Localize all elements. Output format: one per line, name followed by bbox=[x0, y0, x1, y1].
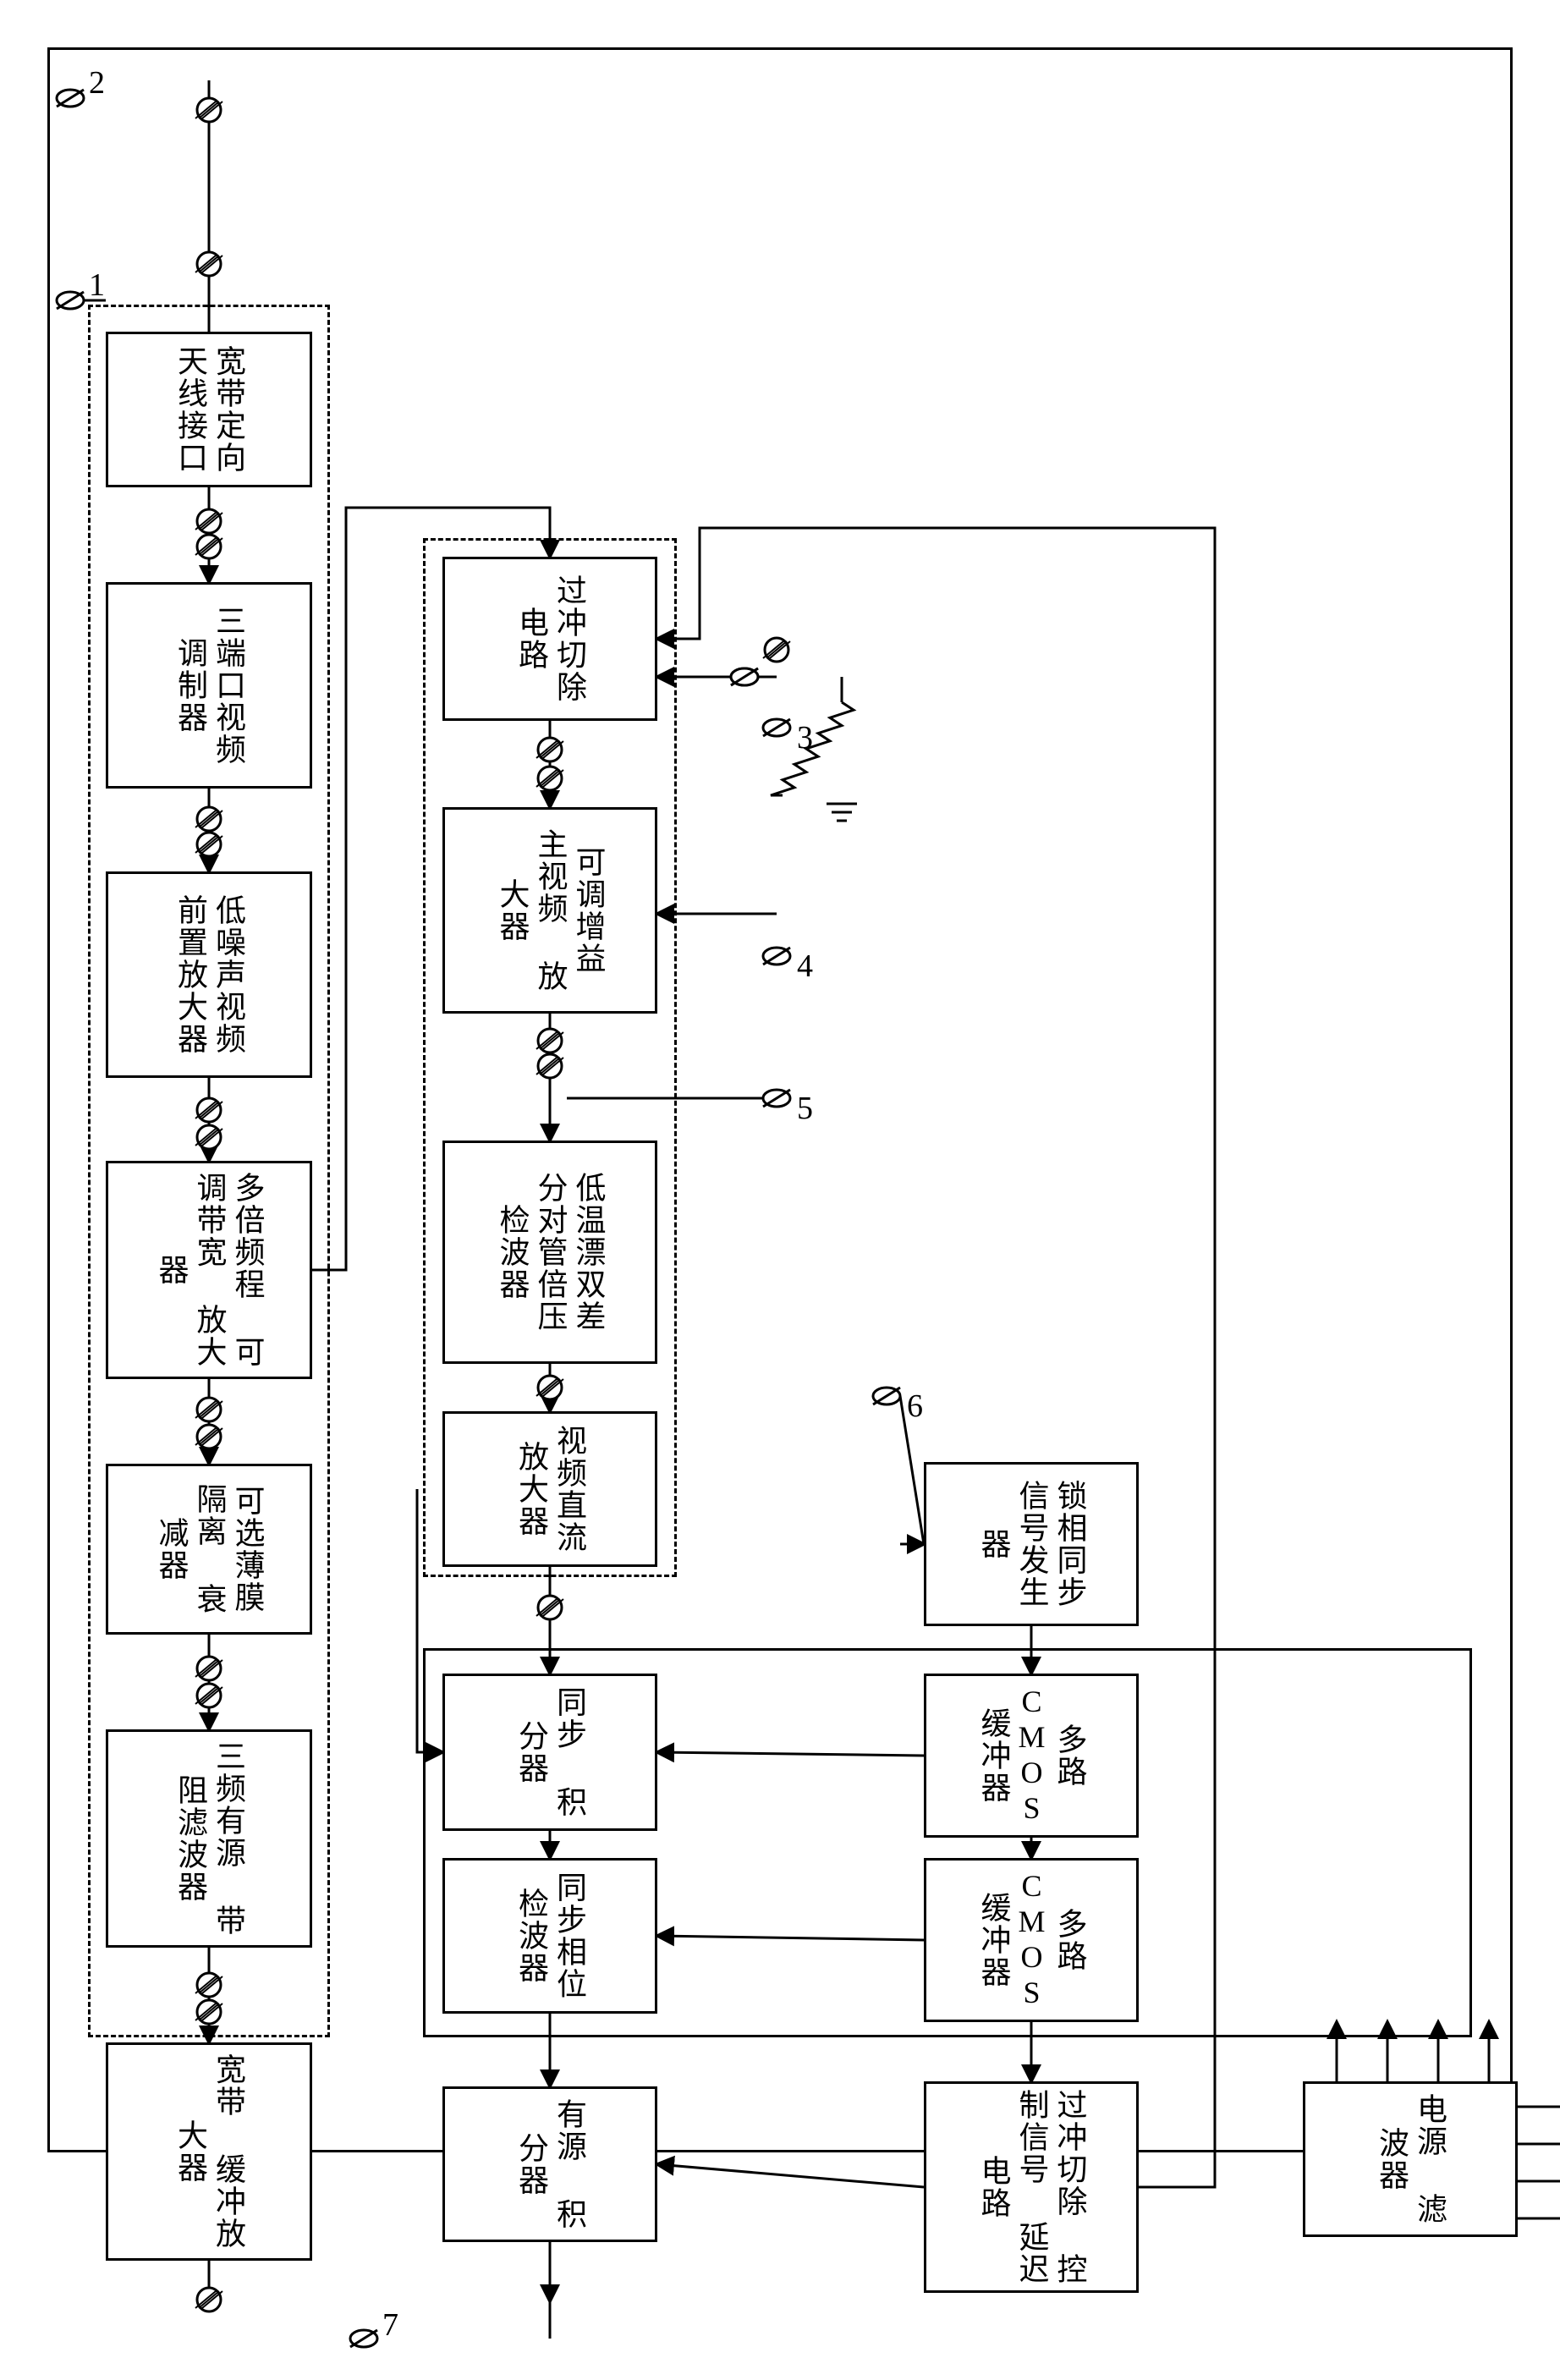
block-buffer: 宽带 缓冲放大器 bbox=[106, 2042, 312, 2261]
block-label: 三频有源 带阻滤波器 bbox=[171, 1737, 247, 1940]
block-syncint: 同步 积分器 bbox=[442, 1674, 657, 1831]
block-label: 同步 积分器 bbox=[512, 1681, 588, 1823]
block-cmos1: 多路CMOS 缓冲器 bbox=[924, 1674, 1139, 1838]
block-label: 锁相同步 信号发生器 bbox=[975, 1470, 1089, 1619]
block-label: 有源 积分器 bbox=[512, 2094, 588, 2234]
block-pllgen: 锁相同步 信号发生器 bbox=[924, 1462, 1139, 1626]
port-label-5: 5 bbox=[797, 1090, 813, 1127]
block-overshoot: 过冲切除 电路 bbox=[442, 557, 657, 721]
port-label-3: 3 bbox=[797, 719, 813, 756]
block-power: 电源 滤波器 bbox=[1303, 2081, 1518, 2237]
block-label: 过冲切除 电路 bbox=[512, 564, 588, 713]
block-adjgain: 可调增益 主视频 放大器 bbox=[442, 807, 657, 1014]
block-label: 过冲切除 控制信号 延迟电路 bbox=[975, 2089, 1089, 2285]
block-label: 宽带定向 天线接口 bbox=[171, 339, 247, 480]
block-label: 多倍频程 可调带宽 放大器 bbox=[152, 1168, 266, 1371]
block-label: 宽带 缓冲放大器 bbox=[171, 2050, 247, 2253]
port-label-1: 1 bbox=[89, 267, 105, 304]
block-label: 多路CMOS 缓冲器 bbox=[975, 1681, 1089, 1830]
block-cmos2: 多路CMOS 缓冲器 bbox=[924, 1858, 1139, 2022]
block-thinfilm: 可选薄膜 隔离 衰减器 bbox=[106, 1464, 312, 1635]
port-label-2: 2 bbox=[89, 64, 105, 102]
block-delay: 过冲切除 控制信号 延迟电路 bbox=[924, 2081, 1139, 2293]
block-antenna: 宽带定向 天线接口 bbox=[106, 332, 312, 487]
block-activeint: 有源 积分器 bbox=[442, 2086, 657, 2242]
block-label: 视频直流 放大器 bbox=[512, 1419, 588, 1559]
block-label: 多路CMOS 缓冲器 bbox=[975, 1866, 1089, 2014]
block-label: 同步相位 检波器 bbox=[512, 1866, 588, 2006]
port-label-6: 6 bbox=[907, 1388, 923, 1425]
block-3port: 三端口视频 调制器 bbox=[106, 582, 312, 789]
port-label-4: 4 bbox=[797, 948, 813, 985]
block-lownoise: 低噪声视频 前置放大器 bbox=[106, 871, 312, 1078]
block-label: 低温漂双差 分对管倍压 检波器 bbox=[493, 1148, 607, 1356]
block-lowtemp: 低温漂双差 分对管倍压 检波器 bbox=[442, 1141, 657, 1364]
block-multioct: 多倍频程 可调带宽 放大器 bbox=[106, 1161, 312, 1379]
block-label: 三端口视频 调制器 bbox=[171, 590, 247, 781]
block-label: 可选薄膜 隔离 衰减器 bbox=[152, 1471, 266, 1627]
block-viddc: 视频直流 放大器 bbox=[442, 1411, 657, 1567]
block-label: 低噪声视频 前置放大器 bbox=[171, 879, 247, 1070]
port-label-7: 7 bbox=[382, 2306, 398, 2344]
block-label: 电源 滤波器 bbox=[1372, 2089, 1448, 2229]
block-trifreq: 三频有源 带阻滤波器 bbox=[106, 1729, 312, 1948]
block-syncphase: 同步相位 检波器 bbox=[442, 1858, 657, 2014]
block-label: 可调增益 主视频 放大器 bbox=[493, 815, 607, 1006]
